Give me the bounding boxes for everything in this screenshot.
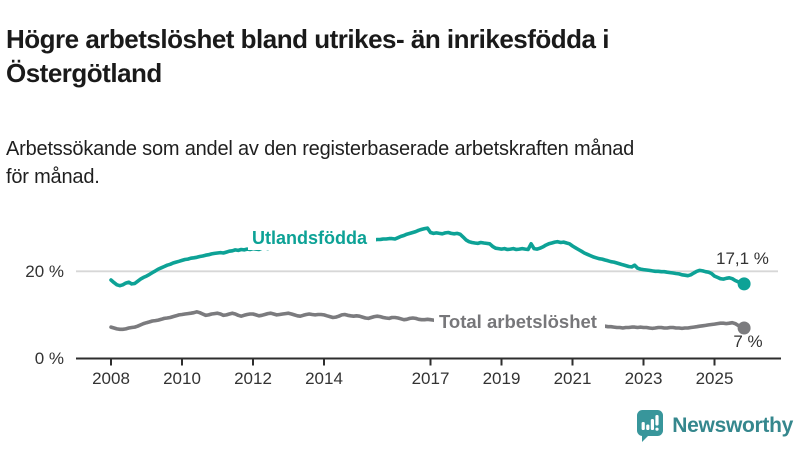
x-tick-label-2019: 2019: [482, 369, 521, 388]
x-tick-label-2008: 2008: [92, 369, 130, 388]
line-chart-canvas: [76, 226, 781, 366]
y-axis-label-0: 0 %: [34, 349, 64, 368]
chart-title-line2: Östergötland: [6, 58, 162, 89]
newsworthy-logo[interactable]: Newsworthy: [636, 409, 793, 443]
series-line-utlandsfodda: [109, 226, 746, 288]
series-label-total-arbetsloshet: Total arbetslöshet: [434, 310, 605, 334]
x-tick-label-2025: 2025: [695, 369, 734, 388]
x-tick-label-2021: 2021: [553, 369, 592, 388]
chart-title-line1: Högre arbetslöshet bland utrikes- än inr…: [6, 24, 609, 55]
x-tick-label-2012: 2012: [234, 369, 272, 388]
x-tick-label-2023: 2023: [624, 369, 663, 388]
y-axis-label-20: 20 %: [25, 262, 64, 281]
newsworthy-bars-speech-bubble-icon: [637, 410, 664, 442]
series-end-dot-utlandsfodda: [737, 277, 751, 291]
end-value-label-utlandsfodda: 17,1 %: [716, 249, 769, 268]
line-chart: 20 % 0 % Utlandsfödda Total arbetslöshet…: [0, 195, 800, 410]
chart-title: Högre arbetslöshet bland utrikes- än inr…: [6, 23, 790, 91]
series-end-dot-total: [737, 321, 751, 335]
chart-subtitle: Arbetssökande som andel av den registerb…: [6, 135, 790, 192]
x-tick-label-2017: 2017: [411, 369, 450, 388]
series-line-total: [109, 310, 746, 332]
x-tick-label-2010: 2010: [163, 369, 201, 388]
x-tick-label-2014: 2014: [305, 369, 343, 388]
chart-subtitle-line1: Arbetssökande som andel av den registerb…: [6, 138, 635, 160]
chart-subtitle-line2: för månad.: [6, 166, 100, 189]
series-label-utlandsfodda: Utlandsfödda: [248, 227, 376, 250]
end-value-label-total: 7 %: [733, 332, 763, 351]
newsworthy-logo-text: Newsworthy: [672, 414, 793, 437]
